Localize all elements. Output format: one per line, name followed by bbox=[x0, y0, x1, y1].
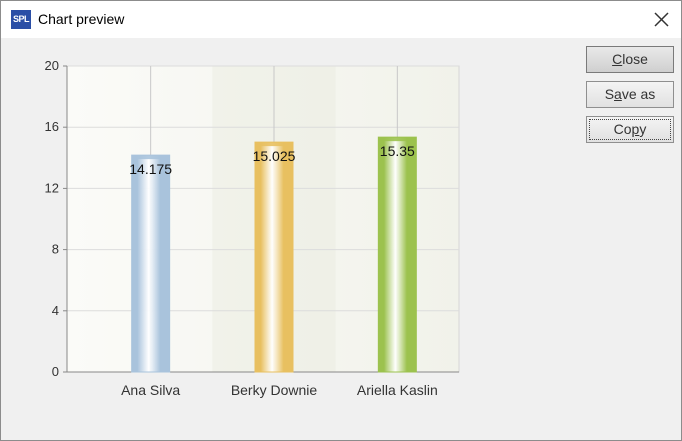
close-button[interactable]: Close bbox=[586, 46, 674, 73]
bar-value-label: 15.35 bbox=[380, 143, 415, 159]
window-title: Chart preview bbox=[38, 11, 125, 27]
title-bar: SPL Chart preview bbox=[1, 1, 681, 38]
bar-chart: 0 4 8 12 16 20 14.175 Ana Silva 15.025 Berky Down… bbox=[45, 58, 460, 398]
y-tick-label: 20 bbox=[45, 58, 59, 73]
copy-button[interactable]: Copy bbox=[586, 116, 674, 143]
y-tick-label: 16 bbox=[45, 119, 59, 134]
y-tick-label: 8 bbox=[52, 242, 59, 257]
x-category-label: Berky Downie bbox=[231, 382, 318, 398]
bar-cap bbox=[255, 142, 293, 147]
bar bbox=[131, 154, 171, 373]
y-tick-label: 12 bbox=[45, 180, 59, 195]
y-tick-label: 4 bbox=[52, 303, 59, 318]
bar-value-label: 14.175 bbox=[129, 161, 172, 177]
chart-panel: 0 4 8 12 16 20 14.175 Ana Silva 15.025 Berky Down… bbox=[1, 39, 681, 440]
close-window-icon[interactable] bbox=[651, 8, 673, 30]
save-as-button[interactable]: Save as bbox=[586, 81, 674, 108]
x-category-label: Ariella Kaslin bbox=[357, 382, 438, 398]
bar-value-label: 15.025 bbox=[253, 148, 296, 164]
spl-app-icon: SPL bbox=[11, 10, 31, 29]
bar-cap bbox=[378, 137, 417, 142]
bar bbox=[254, 141, 294, 373]
bar-cap bbox=[131, 155, 170, 160]
y-tick-label: 0 bbox=[52, 364, 59, 379]
x-category-label: Ana Silva bbox=[121, 382, 180, 398]
bar bbox=[377, 136, 417, 373]
